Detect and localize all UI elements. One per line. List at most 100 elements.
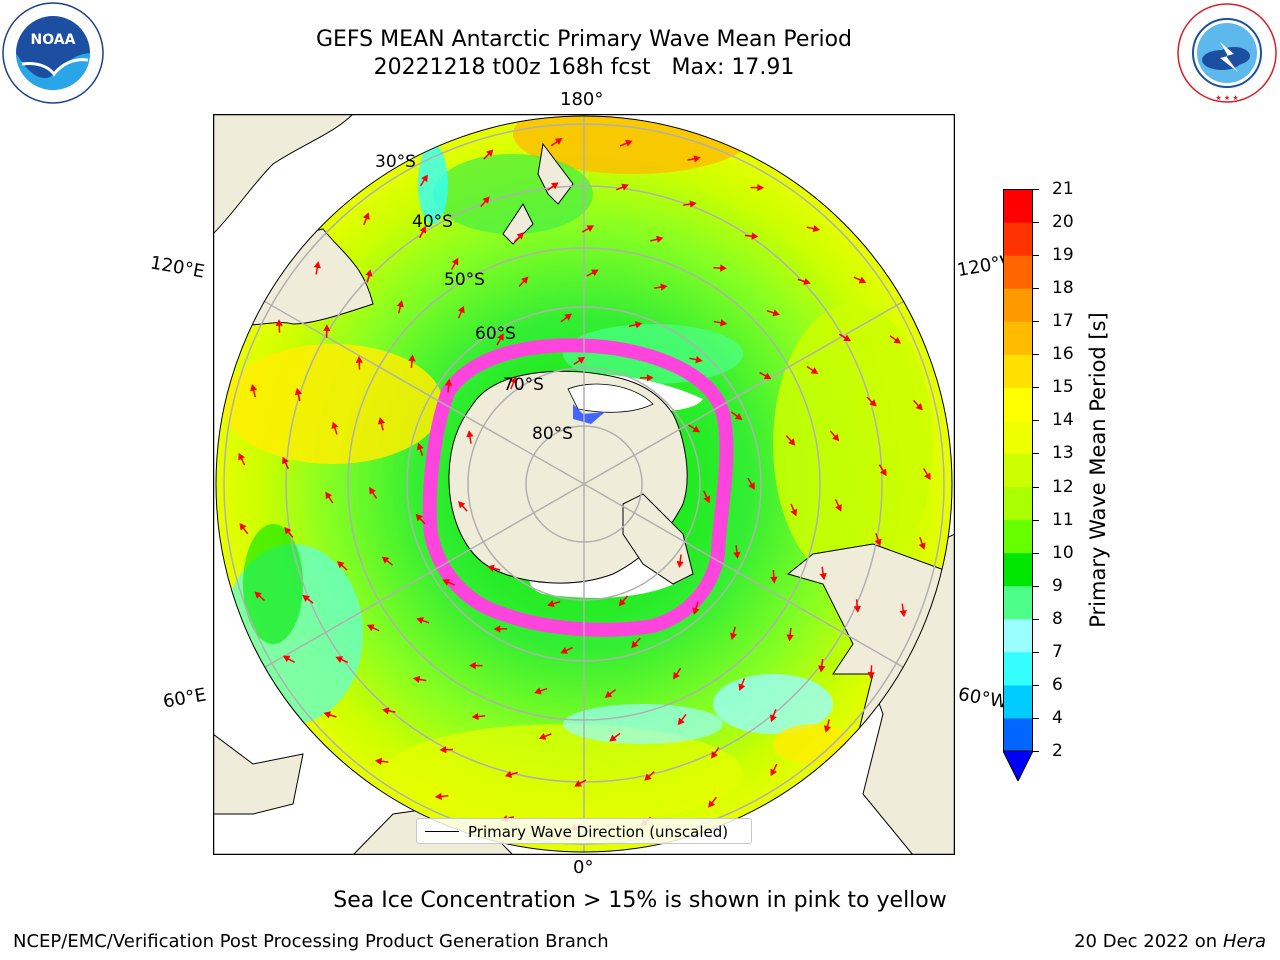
wave-arrow-head [313,261,321,269]
wave-arrow-head [788,438,796,446]
wave-arrow-head [858,276,867,284]
colorbar-band [1003,222,1033,256]
wave-arrow-head [893,336,902,344]
wave-arrow-head [609,734,617,742]
wave-arrow-head [692,425,701,433]
colorbar-tick-mark [1033,684,1039,686]
wave-arrow-head [336,561,345,569]
colorbar [1003,189,1033,781]
wave-arrow-head [254,591,262,599]
wave-arrow-head [720,319,728,327]
wave-arrow-head [692,607,700,615]
wave-arrow-head [457,305,465,314]
colorbar-tick-label: 14 [1052,410,1074,431]
wave-arrow-head [618,598,626,607]
lat-label-60s: 60°S [475,324,516,344]
wave-arrow-head [408,354,416,362]
date-stamp: 20 Dec 2022 on Hera [1074,931,1266,952]
wave-arrow-head [550,182,559,190]
colorbar-band [1003,486,1033,521]
legend-line-sample [425,831,459,832]
wave-arrow-head [915,402,923,411]
wave-arrow-head [733,551,741,559]
colorbar-tick-label: 19 [1052,245,1074,266]
lat-label-40s: 40°S [412,212,453,232]
wave-arrow-head [874,538,882,547]
colorbar-band [1003,354,1033,388]
wave-arrow-head [444,378,453,386]
wave-arrow-head [835,504,842,512]
wave-arrow-head [516,232,524,240]
wave-arrow-head [284,526,292,535]
wave-arrow-head [564,313,572,321]
map-legend: Primary Wave Direction (unscaled) [416,818,752,844]
wave-arrow-head [757,183,765,192]
wave-arrow-head [331,421,339,429]
colorbar-band [1003,552,1033,587]
colorbar-tick-mark [1033,321,1039,323]
colorbar-tick-label: 9 [1052,575,1063,596]
wave-arrow-head [497,333,504,341]
wave-arrow-head [770,576,778,584]
wave-arrow-head [772,309,780,317]
wave-arrow-head [374,757,382,765]
wave-arrow-head [412,675,421,683]
colorbar-tick-mark [1033,453,1039,455]
chart-title: GEFS MEAN Antarctic Primary Wave Mean Pe… [315,27,853,52]
colorbar-tick-mark [1033,387,1039,389]
colorbar-tick-mark [1033,618,1039,620]
wave-arrow-head [482,196,490,204]
colorbar-band [1003,255,1033,289]
wave-arrow-head [239,522,247,531]
colorbar-tick-label: 11 [1052,509,1074,530]
lon-label-60e: 60°E [161,684,208,713]
wave-arrow-head [763,372,772,380]
sea-ice-note: Sea Ice Concentration > 15% is shown in … [333,888,947,913]
wave-arrow-head [302,594,310,602]
colorbar-tick-mark [1033,189,1039,190]
wave-arrow-head [734,412,743,420]
wave-arrow-head [819,572,827,581]
colorbar-tick-label: 16 [1052,344,1074,365]
wave-arrow-head [369,487,376,495]
wave-arrow-head [586,225,595,232]
colorbar-band [1003,189,1033,223]
wave-arrow-head [577,356,586,364]
wave-arrow-head [621,183,629,191]
wave-arrow-head [355,356,363,363]
lon-label-120e: 120°E [148,252,207,283]
colorbar-tick-label: 21 [1052,179,1074,199]
wave-arrow-head [625,139,633,147]
colorbar-tick-label: 15 [1052,377,1074,398]
colorbar-tick-mark [1033,222,1039,224]
wave-arrow-head [708,800,716,808]
lon-label-180: 180° [560,89,604,110]
wave-arrow-head [924,472,931,481]
wave-arrow-head [770,768,777,777]
wave-arrow-head [832,433,840,442]
colorbar-tick-label: 4 [1052,707,1063,728]
wave-arrow-head [660,283,668,291]
colorbar-band [1003,651,1033,686]
wave-arrow-head [323,324,331,332]
wave-arrow-head [899,609,907,618]
wave-arrow-head [738,683,746,691]
wave-arrow-head [634,321,643,329]
wave-arrow-head [486,149,494,157]
colorbar-tick-label: 13 [1052,443,1074,464]
wave-arrow-head [416,617,424,625]
wave-arrow-head [729,632,737,640]
lat-label-50s: 50°S [444,270,485,290]
colorbar-band [1003,717,1033,752]
colorbar-tick-mark [1033,288,1039,290]
colorbar-tick-mark [1033,486,1039,488]
wave-arrow-head [591,269,599,277]
wave-arrow-head [469,661,476,670]
wave-arrow-head [238,452,245,461]
colorbar-band [1003,519,1033,554]
colorbar-tick-mark [1033,354,1039,356]
colorbar-tick-label: 10 [1052,542,1074,563]
wave-arrow-head [294,387,302,396]
wave-arrow-head [867,671,875,679]
colorbar-tick-mark [1033,717,1039,719]
